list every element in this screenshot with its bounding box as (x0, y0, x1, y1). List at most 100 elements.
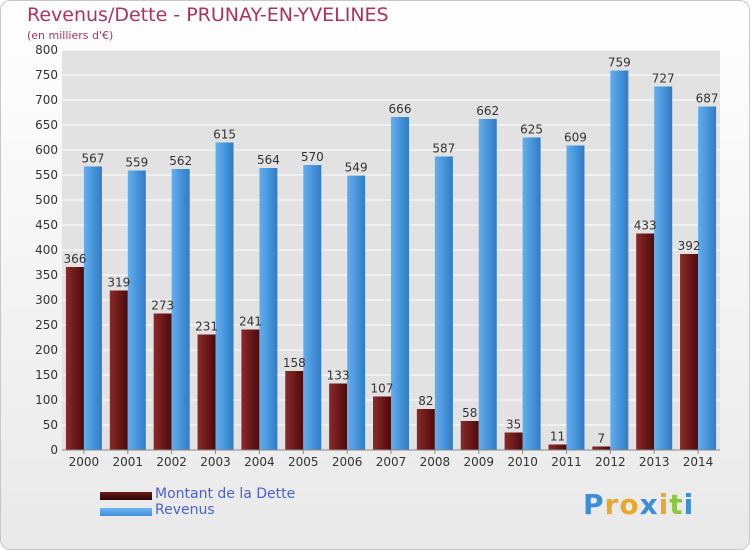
bar-dette (373, 396, 391, 450)
data-label-dette: 11 (550, 430, 565, 444)
data-label-dette: 231 (195, 320, 218, 334)
data-label-dette: 392 (678, 239, 701, 253)
logo-letter: i (683, 488, 695, 521)
bar-revenus (698, 106, 717, 450)
data-label-revenus: 666 (389, 102, 412, 116)
x-tick-label: 2013 (639, 455, 670, 469)
logo-letter: t (669, 488, 684, 521)
bar-revenus (610, 70, 629, 450)
bar-dette (460, 421, 479, 450)
logo-letter: r (604, 488, 620, 521)
y-tick-label: 450 (35, 218, 58, 232)
y-tick-label: 50 (43, 418, 58, 432)
legend-label-revenus: Revenus (155, 502, 215, 518)
y-tick-label: 700 (35, 93, 58, 107)
bar-revenus (522, 137, 541, 450)
data-label-revenus: 570 (301, 150, 324, 164)
logo-letter: x (639, 488, 659, 521)
bar-revenus (654, 86, 673, 450)
bar-revenus (434, 156, 453, 450)
x-tick-label: 2005 (288, 455, 319, 469)
bar-dette (241, 329, 260, 450)
logo-letter: P (583, 488, 605, 521)
y-tick-label: 650 (35, 118, 58, 132)
data-label-dette: 241 (239, 315, 262, 329)
bar-dette (592, 446, 611, 450)
logo-letter: i (658, 488, 670, 521)
x-tick-label: 2009 (463, 455, 494, 469)
y-axis-ticks: 0 50 100 150 200 250 300 350 400 450 500 550 600 650 7… (35, 43, 58, 457)
x-tick-label: 2012 (595, 455, 626, 469)
y-tick-label: 500 (35, 193, 58, 207)
bar-dette (636, 233, 655, 450)
bar-revenus (347, 175, 366, 450)
x-tick-label: 2003 (200, 455, 231, 469)
y-tick-label: 350 (35, 268, 58, 282)
x-tick-label: 2006 (332, 455, 363, 469)
data-label-dette: 319 (107, 276, 130, 290)
chart-subtitle: (en milliers d'€) (27, 29, 114, 42)
data-label-dette: 273 (151, 299, 174, 313)
data-label-revenus: 567 (81, 152, 104, 166)
bar-dette (285, 371, 304, 450)
data-label-dette: 133 (327, 369, 350, 383)
x-tick-label: 2004 (244, 455, 275, 469)
y-tick-label: 100 (35, 393, 58, 407)
data-label-revenus: 615 (213, 128, 236, 142)
data-label-revenus: 559 (125, 156, 148, 170)
x-axis-ticks: 2000 2001 2002 2003 2004 2005 2006 2007 2008 2009… (69, 450, 714, 469)
data-label-dette: 58 (462, 406, 477, 420)
bar-revenus (127, 170, 146, 450)
bar-dette (504, 432, 523, 450)
legend-swatch-dette (100, 492, 152, 500)
data-label-revenus: 662 (476, 104, 499, 118)
bar-dette (416, 409, 435, 450)
data-label-revenus: 687 (696, 92, 719, 106)
legend-label-dette: Montant de la Dette (155, 486, 296, 502)
data-label-revenus: 562 (169, 154, 192, 168)
x-tick-label: 2011 (551, 455, 582, 469)
x-tick-label: 2010 (507, 455, 538, 469)
bar-dette (329, 383, 348, 450)
data-label-revenus: 564 (257, 153, 280, 167)
bars (65, 70, 717, 450)
bar-dette (197, 334, 216, 450)
y-tick-label: 400 (35, 243, 58, 257)
bar-dette (109, 290, 128, 450)
bar-revenus (259, 168, 278, 450)
bar-revenus (171, 169, 190, 450)
y-tick-label: 0 (50, 443, 58, 457)
bar-revenus (391, 117, 409, 450)
y-tick-label: 250 (35, 318, 58, 332)
chart-title: Revenus/Dette - PRUNAY-EN-YVELINES (27, 4, 389, 26)
y-tick-label: 600 (35, 143, 58, 157)
bar-dette (680, 254, 699, 450)
legend-swatch-revenus (100, 508, 152, 516)
bar-revenus (478, 119, 497, 450)
x-tick-label: 2008 (420, 455, 451, 469)
data-labels: 366 567 319 559 273 562 231 615 241 564 158 570 133 5… (63, 56, 718, 446)
data-label-dette: 7 (598, 432, 606, 446)
bar-revenus (83, 166, 102, 450)
data-label-dette: 158 (283, 356, 306, 370)
y-tick-label: 550 (35, 168, 58, 182)
x-tick-label: 2000 (69, 455, 100, 469)
logo-letter: o (619, 488, 640, 521)
y-tick-label: 200 (35, 343, 58, 357)
data-label-dette: 433 (634, 219, 657, 233)
x-tick-label: 2007 (376, 455, 407, 469)
data-label-revenus: 759 (608, 56, 631, 70)
x-tick-label: 2014 (683, 455, 714, 469)
data-label-dette: 35 (506, 418, 521, 432)
data-label-revenus: 625 (520, 123, 543, 137)
bar-dette (65, 267, 84, 450)
data-label-dette: 82 (418, 394, 433, 408)
y-tick-label: 300 (35, 293, 58, 307)
data-label-dette: 366 (63, 252, 86, 266)
y-tick-label: 750 (35, 68, 58, 82)
data-label-revenus: 549 (345, 161, 368, 175)
data-label-revenus: 609 (564, 131, 587, 145)
data-label-revenus: 727 (652, 72, 675, 86)
y-tick-label: 800 (35, 43, 58, 57)
